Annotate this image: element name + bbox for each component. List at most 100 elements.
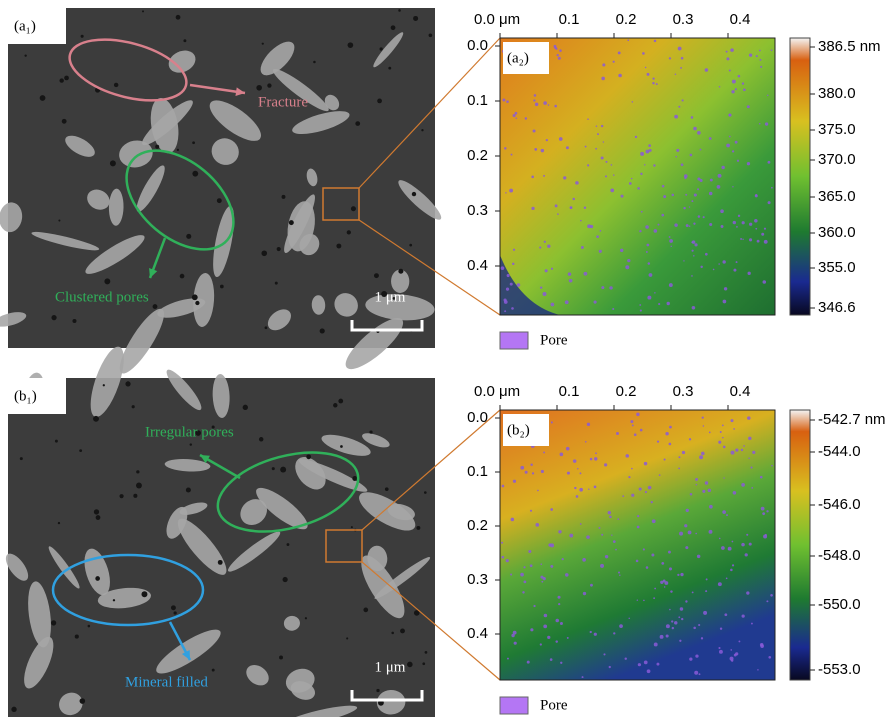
afm-pore: [590, 631, 592, 633]
afm-pore: [674, 621, 677, 624]
afm-pore: [583, 592, 586, 595]
afm-pore: [557, 213, 559, 215]
pore-dot: [262, 43, 264, 45]
afm-pore: [768, 201, 771, 204]
afm-pore: [515, 112, 518, 115]
afm-pore: [604, 463, 607, 466]
afm-pore: [678, 467, 680, 469]
afm-pore: [640, 173, 642, 175]
pore-dot: [136, 470, 139, 473]
afm-pore: [735, 88, 737, 90]
pore-dot: [279, 656, 283, 660]
afm-pore: [528, 550, 531, 553]
afm-pore: [709, 223, 712, 226]
legend-label: Pore: [540, 697, 568, 713]
afm-pore: [689, 225, 691, 227]
afm-pore: [718, 174, 722, 178]
colorbar-label: 386.5 nm: [818, 38, 881, 55]
afm-pore: [584, 272, 588, 276]
afm-pore: [695, 478, 698, 481]
afm-pore: [695, 655, 698, 658]
y-tick-label: 0.1: [467, 463, 488, 480]
pore-dot: [174, 611, 177, 614]
afm-pore: [765, 534, 767, 536]
afm-pore: [736, 226, 738, 228]
afm-pore: [757, 669, 758, 670]
pore-dot: [11, 707, 16, 712]
x-tick-label: 0.0 μm: [474, 11, 520, 28]
afm-pore: [616, 432, 619, 435]
afm-pore: [742, 614, 745, 617]
afm-pore: [700, 149, 702, 151]
pore-dot: [272, 467, 275, 470]
afm-pore: [619, 575, 620, 576]
afm-pore: [766, 600, 768, 602]
afm-pore: [755, 194, 758, 197]
afm-pore: [594, 301, 597, 304]
afm-pore: [646, 566, 649, 569]
afm-pore: [558, 530, 561, 533]
pore-dot: [114, 83, 118, 87]
pore-dot: [376, 689, 379, 692]
afm-pore: [517, 283, 521, 287]
afm-pore: [637, 526, 640, 529]
pore-dot: [64, 76, 69, 81]
afm-pore: [709, 530, 713, 534]
afm-pore: [631, 494, 634, 497]
afm-pore: [732, 80, 736, 84]
afm-pore: [559, 49, 562, 52]
afm-pore: [694, 671, 698, 675]
afm-pore: [664, 458, 666, 460]
pore-dot: [429, 33, 433, 37]
afm-pore: [729, 69, 731, 71]
afm-pore: [757, 240, 760, 243]
afm-pore: [771, 187, 773, 189]
afm-pore: [695, 533, 697, 535]
afm-pore: [703, 216, 705, 218]
afm-pore: [726, 144, 730, 148]
afm-pore: [625, 454, 629, 458]
pore-dot: [424, 491, 427, 494]
colorbar: [790, 410, 810, 680]
afm-pore: [642, 52, 645, 55]
afm-pore: [639, 487, 642, 490]
pore-dot: [267, 83, 271, 87]
afm-pore: [601, 534, 603, 536]
afm-pore: [705, 590, 707, 592]
afm-pore: [688, 531, 692, 535]
afm-pore: [737, 160, 739, 162]
afm-pore: [640, 429, 643, 432]
afm-pore: [680, 607, 683, 610]
pore-dot: [351, 206, 356, 211]
afm-pore: [582, 676, 584, 678]
pore-dot: [282, 195, 286, 199]
afm-pore: [722, 260, 725, 263]
afm-pore: [585, 146, 587, 148]
afm-pore: [759, 123, 760, 124]
afm-pore: [594, 457, 597, 460]
afm-pore: [766, 510, 768, 512]
afm-pore: [683, 207, 685, 209]
pore-dot: [62, 119, 67, 124]
afm-map: [500, 410, 775, 680]
afm-pore: [694, 243, 697, 246]
afm-pore: [645, 225, 649, 229]
afm-pore: [548, 104, 550, 106]
afm-pore: [693, 223, 695, 225]
pore-dot: [72, 319, 76, 323]
afm-pore: [587, 164, 589, 166]
afm-pore: [530, 510, 532, 512]
afm-pore: [671, 620, 673, 622]
afm-pore: [550, 658, 553, 661]
pore-dot: [289, 220, 294, 225]
afm-pore: [668, 551, 671, 554]
pore-dot: [51, 620, 56, 625]
pore-dot: [58, 522, 60, 524]
afm-pore: [551, 303, 555, 307]
afm-pore: [699, 673, 701, 675]
afm-pore: [669, 57, 671, 59]
afm-pore: [585, 441, 587, 443]
afm-pore: [501, 556, 504, 559]
pore-dot: [265, 326, 268, 329]
afm-pore: [678, 616, 680, 618]
